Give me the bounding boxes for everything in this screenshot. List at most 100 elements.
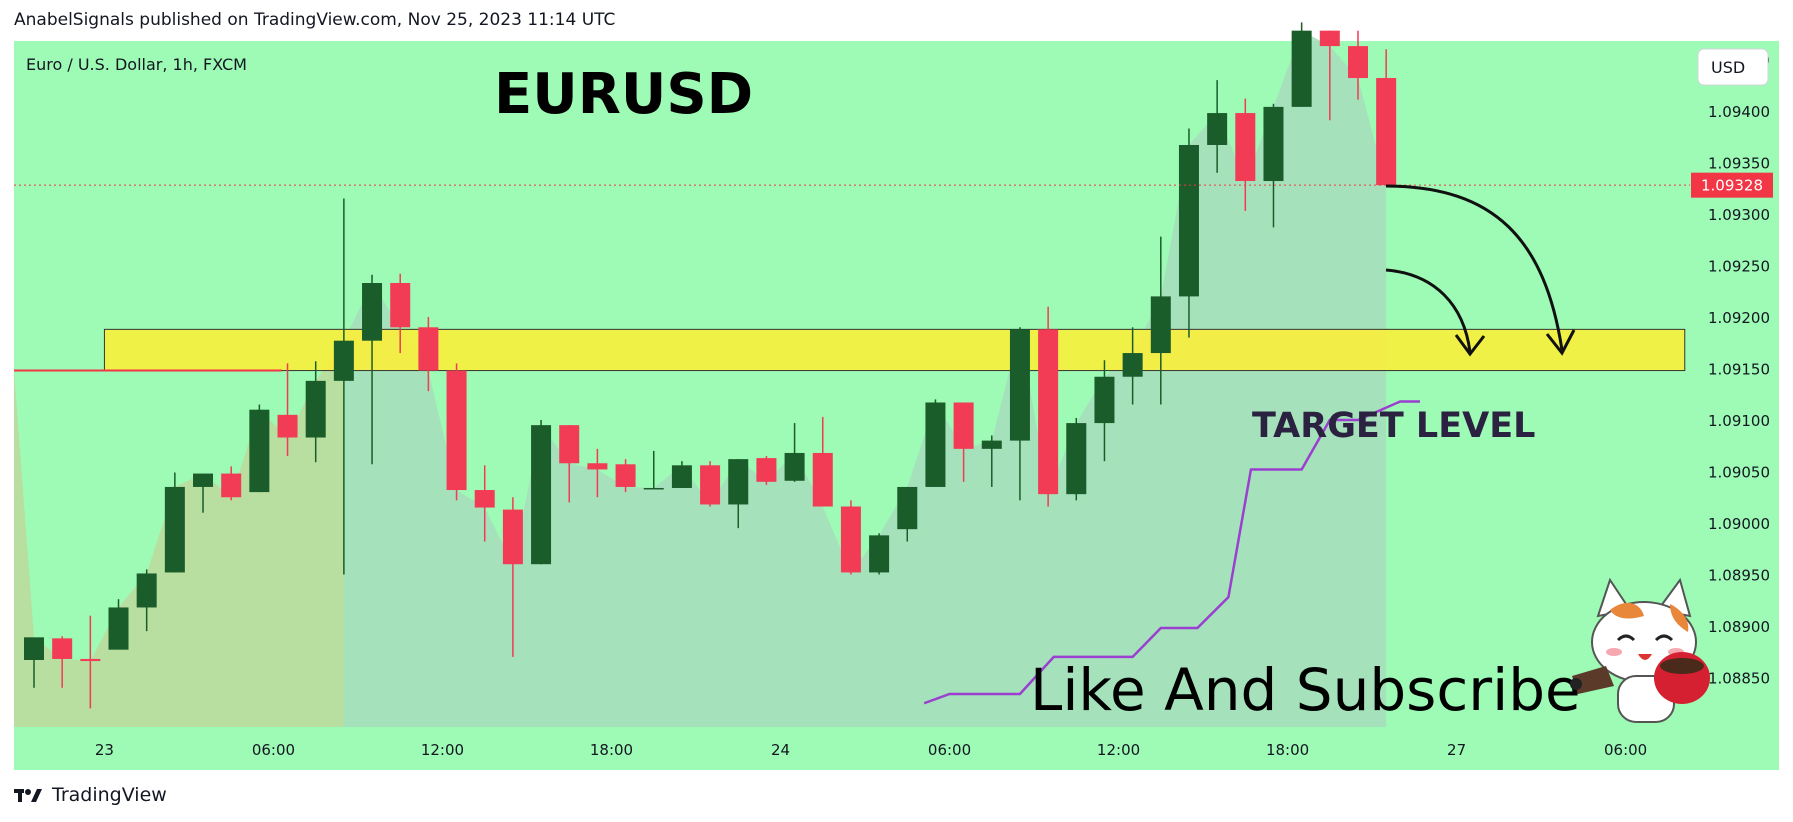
candle (80, 615, 101, 709)
currency-button[interactable]: USD (1697, 48, 1769, 86)
x-tick-label: 12:00 (421, 741, 464, 759)
candle-body (1094, 376, 1115, 424)
candle-body (221, 473, 242, 498)
candle (333, 198, 354, 575)
arrowhead-right (1545, 329, 1576, 356)
candle (559, 425, 580, 503)
candle-body (277, 414, 298, 438)
candle-body (559, 425, 580, 464)
candle (784, 423, 805, 482)
candle-body (953, 402, 974, 449)
x-tick-label: 06:00 (928, 741, 971, 759)
candle (1319, 30, 1340, 121)
arrow-curve-right (1385, 184, 1564, 351)
subscribe-text: Like And Subscribe (1030, 656, 1581, 724)
candle-body (615, 464, 636, 487)
x-tick-label: 23 (95, 741, 114, 759)
x-tick-label: 12:00 (1097, 741, 1140, 759)
candle (587, 448, 608, 498)
y-tick-label: 1.09150 (1708, 361, 1770, 379)
tradingview-brand: TradingView (52, 784, 167, 806)
candle-body (531, 425, 552, 565)
candle (277, 363, 298, 457)
y-tick-label: 1.09100 (1708, 412, 1770, 430)
candle-body (418, 327, 439, 371)
symbol-info: Euro / U.S. Dollar, 1h, FXCM (26, 55, 247, 74)
candle (643, 450, 664, 490)
candle-body (643, 487, 664, 490)
y-tick-label: 1.09050 (1708, 464, 1770, 482)
candle (953, 402, 974, 482)
candle (615, 459, 636, 493)
candle-body (1263, 106, 1284, 182)
candle (925, 399, 946, 487)
candle (1066, 417, 1087, 501)
candle-body (108, 607, 129, 650)
currency-button-label[interactable]: USD (1711, 58, 1745, 77)
candle-body (1207, 113, 1228, 145)
price-tag-label: 1.09328 (1701, 177, 1763, 195)
candle-body (1347, 46, 1368, 79)
candle-body (1291, 30, 1312, 107)
y-tick-label: 1.09250 (1708, 258, 1770, 276)
candle (869, 533, 890, 575)
candle-body (812, 452, 833, 507)
candle-body (1066, 423, 1087, 495)
candle-body (24, 637, 44, 660)
candle-body (1150, 296, 1171, 354)
y-tick-label: 1.09300 (1708, 206, 1770, 224)
candle-body (1376, 78, 1397, 186)
candle (756, 456, 777, 485)
candle-body (164, 486, 185, 573)
arrowhead-left (1454, 334, 1486, 357)
candle (1376, 49, 1397, 186)
candle-body (1038, 329, 1059, 495)
candle-body (869, 535, 890, 573)
candle (502, 497, 523, 657)
candle-body (362, 283, 383, 341)
candle (728, 459, 749, 529)
candle (446, 363, 467, 501)
candle (1291, 22, 1312, 107)
candle (249, 404, 270, 493)
candle (164, 472, 185, 573)
candle (531, 420, 552, 565)
candle (390, 273, 411, 354)
candle (812, 416, 833, 507)
candle-body (249, 409, 270, 493)
x-tick-label: 24 (771, 741, 790, 759)
candle-body (700, 465, 721, 505)
candle-body (390, 283, 411, 328)
candle (1178, 128, 1199, 338)
candle-body (784, 452, 805, 481)
candle-body (1122, 353, 1143, 377)
candle (1094, 360, 1115, 462)
y-tick-label: 1.09000 (1708, 515, 1770, 533)
mascot-cat-illustration (1570, 577, 1710, 723)
target-level-label: TARGET LEVEL (1252, 406, 1535, 446)
shaded-area-main (343, 30, 1387, 728)
candle (305, 361, 326, 463)
candle (840, 500, 861, 575)
candle (981, 435, 1002, 487)
candle (1263, 103, 1284, 228)
candle (418, 317, 439, 392)
candle (108, 599, 129, 650)
candle-body (80, 658, 101, 662)
tradingview-logo-icon (14, 789, 42, 802)
candle-body (981, 440, 1002, 449)
candle-body (671, 465, 692, 488)
price-tag: 1.09328 (1691, 172, 1773, 198)
trailing-stop-line (923, 400, 1420, 705)
candle-body (728, 459, 749, 505)
candle-body (925, 402, 946, 487)
candle (671, 461, 692, 488)
candle-body (587, 463, 608, 470)
candle-body (446, 370, 467, 491)
candle (24, 637, 44, 688)
tradingview-footer[interactable]: TradingView (14, 784, 167, 806)
candle-body (1009, 329, 1030, 441)
x-tick-label: 18:00 (1266, 741, 1309, 759)
y-tick-label: 1.08900 (1708, 618, 1770, 636)
